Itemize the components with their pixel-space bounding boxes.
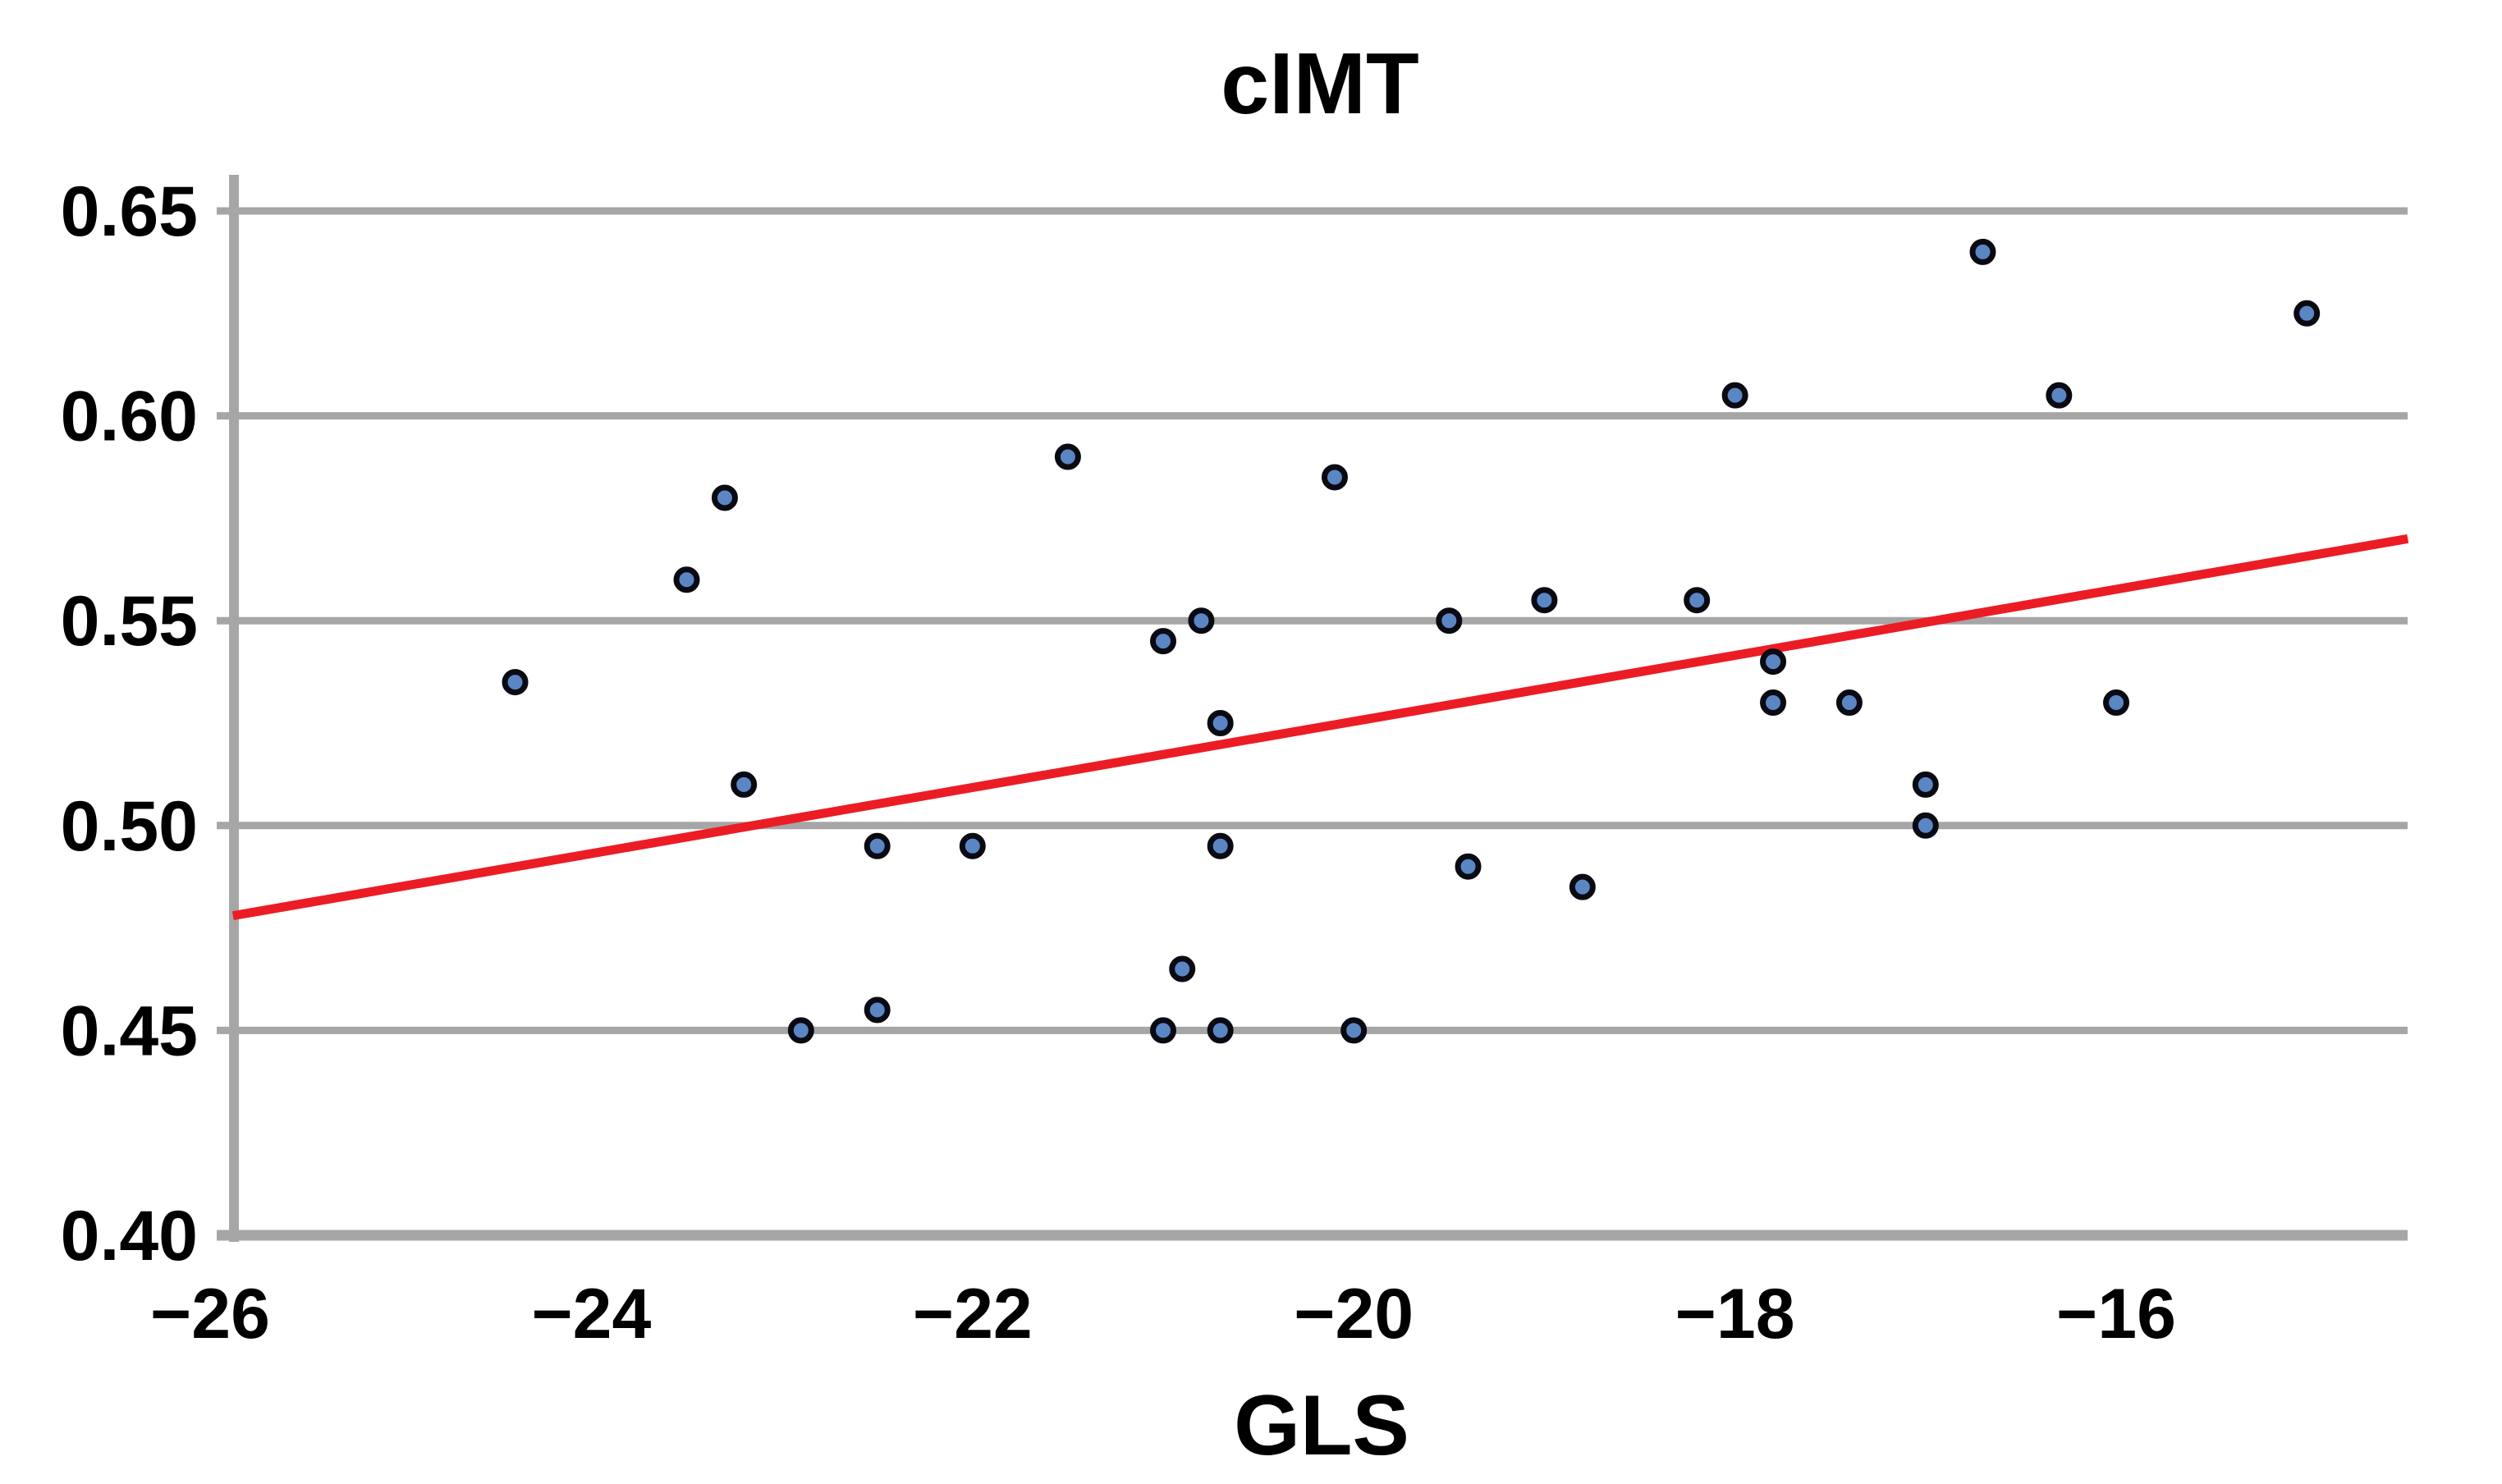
data-point xyxy=(673,566,700,593)
data-point xyxy=(787,1017,814,1044)
trend-line xyxy=(231,534,2409,921)
data-point xyxy=(1054,443,1081,470)
data-point xyxy=(1835,689,1863,717)
chart-title: cIMT xyxy=(1221,35,1418,132)
data-point xyxy=(1455,853,1482,880)
data-point xyxy=(2046,382,2073,409)
tick-labels-group: 0.65 0.60 0.55 0.50 0.45 0.40−26 −24 −22 −20 −18 −… xyxy=(61,172,2176,1353)
x-tick-label: −22 xyxy=(913,1275,1033,1353)
y-tick-label: 0.45 xyxy=(61,992,198,1070)
data-point xyxy=(1569,873,1596,900)
data-point xyxy=(864,996,891,1024)
y-tick-label: 0.65 xyxy=(61,172,198,251)
data-point xyxy=(1684,587,1711,614)
x-tick-label: −20 xyxy=(1294,1275,1414,1353)
data-point xyxy=(1207,1017,1234,1044)
y-tick-label: 0.60 xyxy=(61,378,198,456)
data-point xyxy=(1760,689,1787,717)
data-point xyxy=(959,832,986,859)
data-point xyxy=(2294,300,2321,327)
data-point xyxy=(1340,1017,1368,1044)
data-point xyxy=(1912,812,1939,839)
data-point xyxy=(1207,710,1234,736)
data-point xyxy=(1188,607,1215,634)
data-point xyxy=(1169,955,1196,982)
y-tick-label: 0.50 xyxy=(61,787,198,866)
data-point xyxy=(1760,648,1787,676)
x-tick-label: −26 xyxy=(150,1275,270,1353)
data-point xyxy=(1207,832,1234,859)
x-tick-label: −24 xyxy=(531,1275,651,1353)
data-point xyxy=(2103,689,2129,717)
data-point xyxy=(711,484,738,511)
data-point xyxy=(1912,771,1939,798)
trend-line-group xyxy=(231,534,2409,921)
data-point xyxy=(1969,238,1996,265)
data-point xyxy=(1531,587,1558,614)
data-point xyxy=(1721,382,1748,409)
points-group xyxy=(502,238,2321,1044)
data-point xyxy=(502,669,529,696)
data-point xyxy=(1150,628,1176,655)
data-point xyxy=(731,771,758,798)
y-tick-label: 0.40 xyxy=(61,1197,198,1276)
data-point xyxy=(864,832,891,859)
data-point xyxy=(1436,607,1463,634)
data-point xyxy=(1150,1017,1176,1044)
x-axis-label: GLS xyxy=(1234,1378,1409,1473)
y-tick-label: 0.55 xyxy=(61,582,198,661)
gridlines-group xyxy=(217,207,2408,1241)
x-tick-label: −16 xyxy=(2056,1275,2176,1353)
x-tick-label: −18 xyxy=(1675,1275,1795,1353)
data-point xyxy=(1321,464,1348,491)
